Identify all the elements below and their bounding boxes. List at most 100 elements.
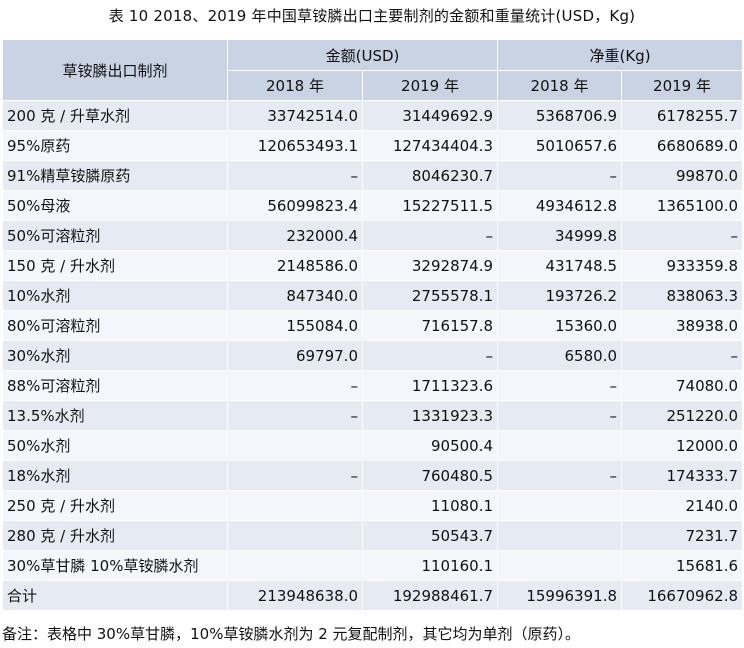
cell-weight-2019: 933359.8 <box>621 250 744 281</box>
table-body: 200 克 / 升草水剂 33742514.0 31449692.9 5368706.… <box>2 100 744 611</box>
cell-amount-2019: 11080.1 <box>361 490 499 521</box>
cell-amount-2018: 2148586.0 <box>227 250 363 281</box>
cell-weight-2018: 15360.0 <box>497 310 623 341</box>
table-row: 50%可溶粒剂 232000.4–34999.8– <box>2 220 744 251</box>
cell-amount-2018 <box>227 520 363 551</box>
table-note: 备注：表格中 30%草甘膦，10%草铵膦水剂为 2 元复配制剂，其它均为单剂（原… <box>2 625 581 643</box>
cell-amount-2019: 1711323.6 <box>361 370 499 401</box>
cell-weight-2019: 74080.0 <box>621 370 744 401</box>
cell-amount-2018: 120653493.1 <box>227 130 363 161</box>
header-weight-2018: 2018 年 <box>497 70 623 101</box>
table-row: 30%水剂 69797.0–6580.0– <box>2 340 744 371</box>
table-row: 200 克 / 升草水剂 33742514.0 31449692.9 5368706.… <box>2 100 744 131</box>
cell-amount-2018 <box>227 490 363 521</box>
cell-amount-2018: 213948638.0 <box>227 580 363 611</box>
cell-formulation: 10%水剂 <box>2 280 228 311</box>
cell-amount-2019: 1331923.3 <box>361 400 499 431</box>
cell-formulation: 50%母液 <box>2 190 228 221</box>
cell-amount-2018: 847340.0 <box>227 280 363 311</box>
cell-weight-2019: – <box>621 340 744 371</box>
cell-amount-2018: – <box>227 460 363 491</box>
cell-weight-2019: 15681.6 <box>621 550 744 581</box>
cell-weight-2018: – <box>497 460 623 491</box>
cell-weight-2019: 99870.0 <box>621 160 744 191</box>
cell-weight-2019: 174333.7 <box>621 460 744 491</box>
cell-formulation: 88%可溶粒剂 <box>2 370 228 401</box>
cell-amount-2018: – <box>227 400 363 431</box>
cell-weight-2018 <box>497 430 623 461</box>
cell-weight-2019: 838063.3 <box>621 280 744 311</box>
cell-formulation: 30%水剂 <box>2 340 228 371</box>
table-title: 表 10 2018、2019 年中国草铵膦出口主要制剂的金额和重量统计(USD，… <box>108 7 636 25</box>
cell-weight-2019: – <box>621 220 744 251</box>
table-row: 88%可溶粒剂 –1711323.6–74080.0 <box>2 370 744 401</box>
table-row: 30%草甘膦 10%草铵膦水剂 110160.1 15681.6 <box>2 550 744 581</box>
cell-amount-2018 <box>227 430 363 461</box>
cell-formulation: 280 克 / 升水剂 <box>2 520 228 551</box>
cell-amount-2019: 50543.7 <box>361 520 499 551</box>
cell-formulation: 18%水剂 <box>2 460 228 491</box>
cell-amount-2019: 3292874.9 <box>361 250 499 281</box>
cell-amount-2019: 127434404.3 <box>361 130 499 161</box>
cell-amount-2019: 110160.1 <box>361 550 499 581</box>
cell-amount-2019: 716157.8 <box>361 310 499 341</box>
table-row: 合计 213948638.0 192988461.7 15996391.8 166709… <box>2 580 744 611</box>
cell-weight-2019: 16670962.8 <box>621 580 744 611</box>
cell-amount-2018 <box>227 550 363 581</box>
cell-weight-2019: 12000.0 <box>621 430 744 461</box>
cell-weight-2018 <box>497 550 623 581</box>
table-row: 50%母液 56099823.4 15227511.5 4934612.8 136510… <box>2 190 744 221</box>
table-row: 10%水剂 847340.0 2755578.1 193726.2 838063.3 <box>2 280 744 311</box>
cell-amount-2019: 15227511.5 <box>361 190 499 221</box>
header-row-years: 2018 年 2019 年 2018 年 2019 年 <box>3 70 744 101</box>
table-row: 91%精草铵膦原药 –8046230.7–99870.0 <box>2 160 744 191</box>
cell-weight-2019: 2140.0 <box>621 490 744 521</box>
cell-formulation: 合计 <box>2 580 228 611</box>
cell-weight-2019: 6680689.0 <box>621 130 744 161</box>
table-row: 13.5%水剂 –1331923.3–251220.0 <box>2 400 744 431</box>
cell-weight-2018: – <box>497 400 623 431</box>
cell-weight-2019: 7231.7 <box>621 520 744 551</box>
cell-weight-2018 <box>497 490 623 521</box>
cell-amount-2018: 232000.4 <box>227 220 363 251</box>
cell-formulation: 250 克 / 升水剂 <box>2 490 228 521</box>
cell-formulation: 80%可溶粒剂 <box>2 310 228 341</box>
table-row: 95%原药 120653493.1 127434404.3 5010657.6 6680… <box>2 130 744 161</box>
cell-amount-2018: 56099823.4 <box>227 190 363 221</box>
export-formulations-table: 草铵膦出口制剂 金额(USD) 净重(Kg) 2018 年 2019 年 201… <box>2 39 744 611</box>
cell-weight-2018: 6580.0 <box>497 340 623 371</box>
cell-weight-2018: 5010657.6 <box>497 130 623 161</box>
cell-weight-2018: 5368706.9 <box>497 100 623 131</box>
cell-formulation: 50%水剂 <box>2 430 228 461</box>
header-formulation: 草铵膦出口制剂 <box>2 39 228 101</box>
table-row: 280 克 / 升水剂 50543.7 7231.7 <box>2 520 744 551</box>
table-row: 250 克 / 升水剂 11080.1 2140.0 <box>2 490 744 521</box>
cell-weight-2019: 1365100.0 <box>621 190 744 221</box>
cell-amount-2019: 31449692.9 <box>361 100 499 131</box>
cell-weight-2018 <box>497 520 623 551</box>
cell-formulation: 95%原药 <box>2 130 228 161</box>
cell-weight-2018: 431748.5 <box>497 250 623 281</box>
header-row-groups: 草铵膦出口制剂 金额(USD) 净重(Kg) <box>2 39 744 101</box>
cell-amount-2018: 33742514.0 <box>227 100 363 131</box>
cell-weight-2018: 15996391.8 <box>497 580 623 611</box>
cell-formulation: 200 克 / 升草水剂 <box>2 100 228 131</box>
cell-amount-2018: – <box>227 370 363 401</box>
cell-weight-2018: – <box>497 160 623 191</box>
cell-amount-2019: 192988461.7 <box>361 580 499 611</box>
cell-weight-2019: 251220.0 <box>621 400 744 431</box>
table-row: 18%水剂 –760480.5–174333.7 <box>2 460 744 491</box>
header-weight-group: 净重(Kg) <box>497 39 744 71</box>
cell-formulation: 150 克 / 升水剂 <box>2 250 228 281</box>
cell-amount-2018: 69797.0 <box>227 340 363 371</box>
cell-weight-2018: 4934612.8 <box>497 190 623 221</box>
header-amount-2018: 2018 年 <box>227 70 363 101</box>
cell-amount-2018: 155084.0 <box>227 310 363 341</box>
cell-weight-2018: 193726.2 <box>497 280 623 311</box>
cell-formulation: 13.5%水剂 <box>2 400 228 431</box>
cell-weight-2018: – <box>497 370 623 401</box>
table-row: 80%可溶粒剂 155084.0 716157.8 15360.0 38938.0 <box>2 310 744 341</box>
cell-amount-2019: – <box>361 220 499 251</box>
cell-amount-2019: 2755578.1 <box>361 280 499 311</box>
table-row: 50%水剂 90500.4 12000.0 <box>2 430 744 461</box>
